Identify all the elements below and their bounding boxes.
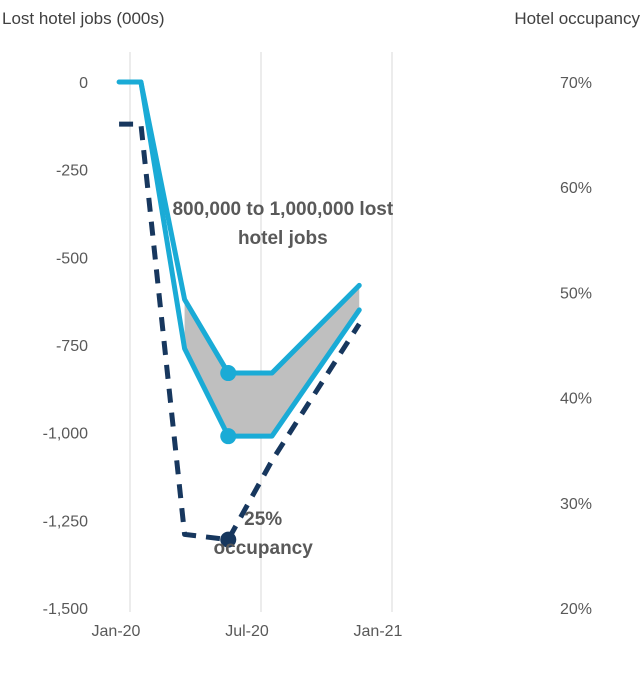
left-tick-label: 0: [79, 75, 88, 92]
right-axis-title: Hotel occupancy: [514, 9, 640, 28]
left-tick-label: -1,000: [43, 426, 88, 443]
annotation-text: 25%: [244, 509, 282, 530]
vertical-gridlines: [129, 52, 393, 612]
range-band: [184, 285, 360, 437]
right-axis-ticks: 70% 60% 50% 40% 30% 20%: [560, 75, 592, 618]
annotation-text: 800,000 to 1,000,000 lost: [172, 199, 393, 220]
series-line-0: [116, 79, 362, 376]
left-tick-label: -500: [56, 250, 88, 267]
series-marker-1: [220, 428, 237, 445]
series-lines: [116, 79, 362, 548]
right-tick-label: 70%: [560, 75, 592, 92]
chart-annotations: 800,000 to 1,000,000 lost hotel jobs 25% oc…: [172, 199, 393, 559]
series-marker-2: [220, 531, 237, 548]
left-tick-label: -1,500: [43, 601, 88, 618]
right-tick-label: 40%: [560, 391, 592, 408]
left-axis-title: Lost hotel jobs (000s): [2, 9, 165, 28]
left-tick-label: -250: [56, 163, 88, 180]
x-tick-label: Jan-21: [354, 623, 403, 640]
lost-jobs-range-band: [184, 285, 360, 437]
annotation-text: occupancy: [214, 538, 314, 559]
series-line-2: [119, 121, 362, 543]
right-tick-label: 30%: [560, 496, 592, 513]
right-tick-label: 20%: [560, 601, 592, 618]
right-tick-label: 50%: [560, 285, 592, 302]
left-tick-label: -1,250: [43, 513, 88, 530]
x-axis-ticks: Jan-20 Jul-20 Jan-21: [92, 623, 403, 640]
annotation-text: hotel jobs: [238, 228, 328, 249]
right-tick-label: 60%: [560, 180, 592, 197]
left-axis-ticks: 0 -250 -500 -750 -1,000 -1,250 -1,500: [43, 75, 88, 618]
x-tick-label: Jul-20: [225, 623, 269, 640]
left-tick-label: -750: [56, 338, 88, 355]
series-marker-0: [220, 365, 237, 382]
x-tick-label: Jan-20: [92, 623, 141, 640]
